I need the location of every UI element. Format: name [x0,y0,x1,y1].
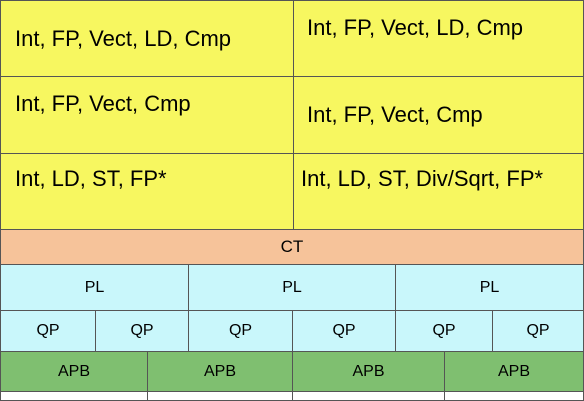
ct-label: CT [280,237,304,256]
unit-cell-r1-left: Int, FP, Vect, LD, Cmp [0,0,294,77]
qp-label: QP [432,322,456,339]
unit-label: Int, LD, ST, Div/Sqrt, FP* [301,166,544,191]
qp-block: QP [292,310,396,352]
pl-label: PL [282,278,302,296]
bottom-block [292,391,445,401]
qp-block: QP [0,310,96,352]
unit-cell-r3-right: Int, LD, ST, Div/Sqrt, FP* [293,153,584,230]
apb-label: APB [497,362,530,380]
unit-cell-r1-right: Int, FP, Vect, LD, Cmp [293,0,584,77]
ct-bar: CT [0,229,584,265]
qp-label: QP [526,322,550,339]
qp-label: QP [332,322,356,339]
pl-block: PL [188,264,396,311]
qp-label: QP [228,322,253,339]
apb-block: APB [0,351,148,392]
apb-block: APB [147,351,293,392]
qp-block: QP [188,310,293,352]
unit-cell-r2-right: Int, FP, Vect, Cmp [293,76,584,154]
qp-block: QP [395,310,493,352]
qp-label: QP [36,322,60,339]
pl-label: PL [84,278,105,296]
qp-block: QP [95,310,189,352]
apb-block: APB [292,351,445,392]
apb-label: APB [203,362,236,380]
apb-block: APB [444,351,584,392]
qp-label: QP [130,322,154,339]
unit-label: Int, FP, Vect, Cmp [15,91,191,116]
unit-label: Int, FP, Vect, LD, Cmp [15,25,232,51]
unit-label: Int, FP, Vect, LD, Cmp [307,15,524,40]
pl-label: PL [479,278,500,296]
pl-block: PL [0,264,189,311]
qp-block: QP [492,310,584,352]
unit-label: Int, LD, ST, FP* [15,166,167,191]
apb-label: APB [352,362,385,380]
bottom-block [0,391,148,401]
unit-cell-r2-left: Int, FP, Vect, Cmp [0,76,294,154]
unit-cell-r3-left: Int, LD, ST, FP* [0,153,294,230]
apb-label: APB [57,362,90,380]
bottom-block [147,391,293,401]
bottom-block [444,391,584,401]
unit-label: Int, FP, Vect, Cmp [307,102,483,127]
pl-block: PL [395,264,584,311]
